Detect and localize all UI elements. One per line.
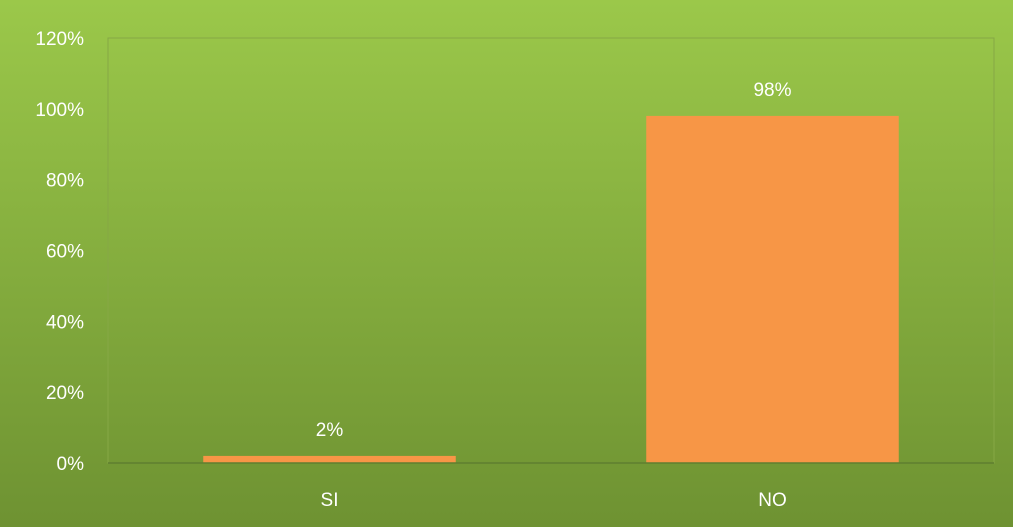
data-labels: 2% 98%: [316, 80, 792, 441]
y-tick-label: 120%: [35, 29, 84, 50]
x-category-label-no: NO: [758, 490, 787, 511]
x-category-label-si: SI: [321, 490, 339, 511]
bars: [203, 115, 899, 464]
y-tick-label: 60%: [46, 242, 84, 263]
bar-si: [203, 455, 456, 463]
y-tick-label: 40%: [46, 312, 84, 333]
y-tick-label: 80%: [46, 171, 84, 192]
y-tick-label: 20%: [46, 383, 84, 404]
x-axis-category-labels: SI NO: [321, 490, 787, 511]
y-tick-label: 0%: [57, 454, 85, 475]
data-label-no: 98%: [753, 80, 791, 101]
y-axis-tick-labels: 0% 20% 40% 60% 80% 100% 120%: [35, 29, 84, 475]
y-tick-label: 100%: [35, 100, 84, 121]
bar-no: [646, 115, 899, 464]
data-label-si: 2%: [316, 420, 344, 441]
